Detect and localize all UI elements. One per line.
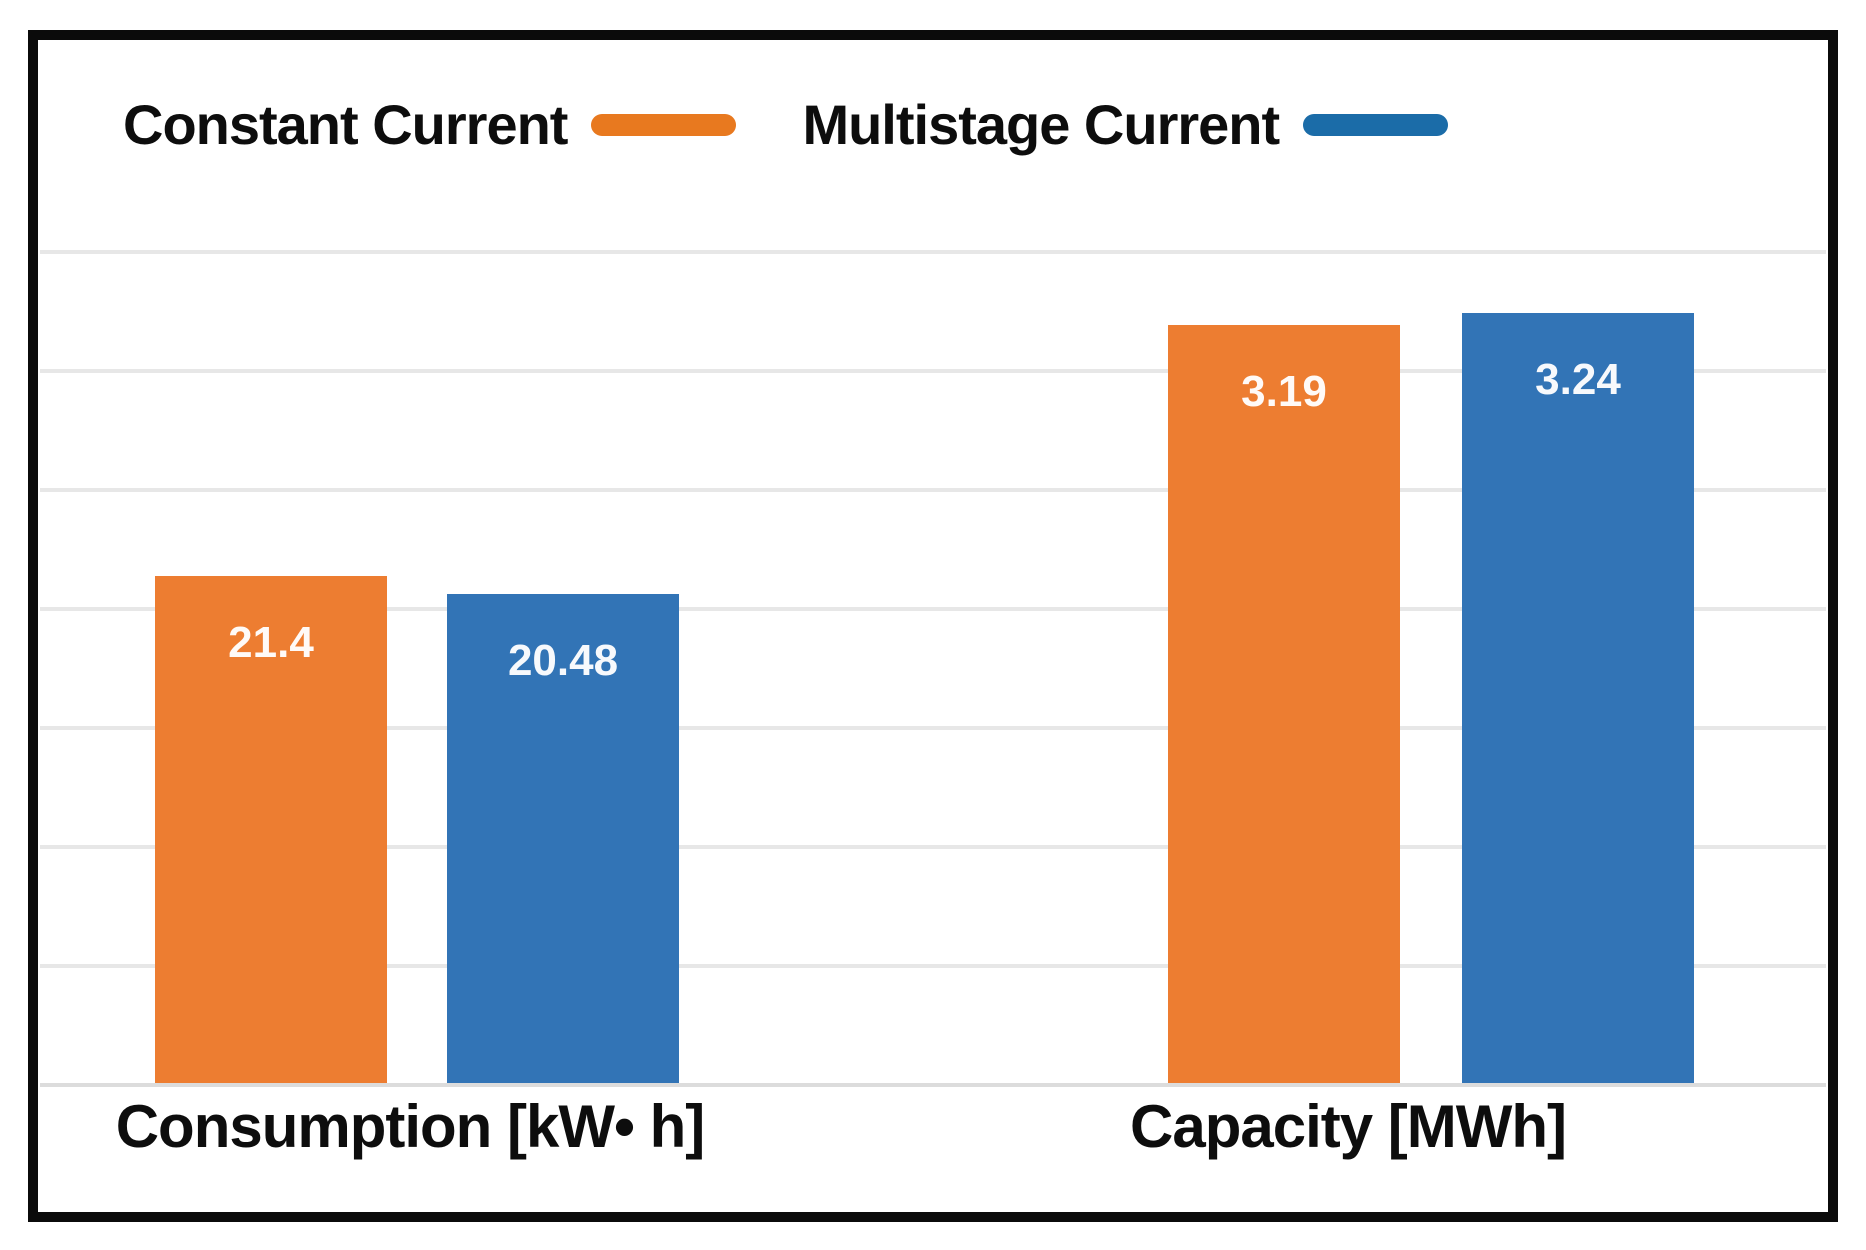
- legend-label-constant-current: Constant Current: [123, 93, 568, 156]
- bar-value-label: 20.48: [507, 636, 619, 685]
- bar-constant-current-consumption: 21.4: [155, 576, 387, 1083]
- x-axis-label-capacity: Capacity [MWh]: [1130, 1093, 1567, 1160]
- plot-area: Constant Current Multistage Current 21.4…: [38, 40, 1828, 1212]
- bar-multistage-current-consumption: 20.48: [447, 594, 679, 1083]
- gridline: [40, 369, 1826, 373]
- legend-item-multistage-current: Multistage Current: [802, 92, 1449, 157]
- bar-value-label: 21.4: [228, 618, 314, 667]
- legend-item-constant-current: Constant Current: [123, 92, 737, 157]
- legend-line-orange-icon: [591, 113, 737, 136]
- chart-frame: Constant Current Multistage Current 21.4…: [28, 30, 1838, 1222]
- gridline: [40, 250, 1826, 254]
- x-axis-label-consumption: Consumption [kW• h]: [115, 1093, 706, 1160]
- gridline: [40, 607, 1826, 611]
- x-axis-line: [40, 1083, 1826, 1087]
- bar-multistage-current-capacity: 3.24: [1462, 313, 1694, 1083]
- gridline: [40, 964, 1826, 968]
- legend-label-multistage-current: Multistage Current: [802, 93, 1280, 156]
- bar-value-label: 3.19: [1241, 367, 1327, 416]
- gridline: [40, 488, 1826, 492]
- gridline: [40, 845, 1826, 849]
- legend: Constant Current Multistage Current: [123, 92, 1449, 157]
- gridline: [40, 726, 1826, 730]
- bar-value-label: 3.24: [1535, 355, 1621, 404]
- legend-line-blue-icon: [1303, 113, 1449, 136]
- bar-constant-current-capacity: 3.19: [1168, 325, 1400, 1083]
